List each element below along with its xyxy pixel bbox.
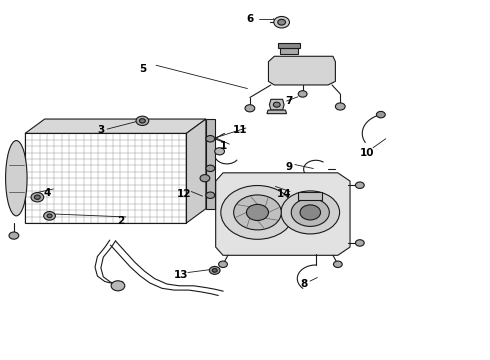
Circle shape xyxy=(206,135,215,142)
Text: 7: 7 xyxy=(285,96,293,106)
Text: 1: 1 xyxy=(220,141,227,151)
Circle shape xyxy=(246,204,269,220)
Circle shape xyxy=(300,205,320,220)
Circle shape xyxy=(274,17,290,28)
Text: 9: 9 xyxy=(285,162,293,172)
Text: 6: 6 xyxy=(246,14,253,24)
Circle shape xyxy=(291,198,329,226)
Circle shape xyxy=(278,19,286,25)
Bar xyxy=(25,134,186,223)
Circle shape xyxy=(298,91,307,97)
Text: 2: 2 xyxy=(117,216,124,226)
Circle shape xyxy=(212,269,217,272)
Circle shape xyxy=(355,182,364,188)
Circle shape xyxy=(335,103,345,110)
Bar xyxy=(278,43,300,48)
Circle shape xyxy=(333,261,342,267)
Bar xyxy=(206,119,215,209)
Circle shape xyxy=(245,105,255,112)
Circle shape xyxy=(234,195,281,230)
Polygon shape xyxy=(216,173,350,255)
Text: 11: 11 xyxy=(233,125,247,135)
Circle shape xyxy=(209,266,220,274)
Text: 12: 12 xyxy=(177,189,191,199)
Circle shape xyxy=(206,165,215,172)
Circle shape xyxy=(44,212,55,220)
Circle shape xyxy=(206,192,215,198)
Text: 4: 4 xyxy=(44,188,51,198)
Polygon shape xyxy=(270,99,284,110)
Circle shape xyxy=(31,193,44,202)
Text: 3: 3 xyxy=(97,125,104,135)
Bar xyxy=(280,48,298,54)
Circle shape xyxy=(221,185,294,239)
Text: 14: 14 xyxy=(277,189,292,199)
Bar xyxy=(298,192,322,199)
Circle shape xyxy=(9,232,19,239)
Circle shape xyxy=(281,191,340,234)
Circle shape xyxy=(219,261,227,267)
Circle shape xyxy=(34,195,40,199)
Ellipse shape xyxy=(5,140,27,216)
Circle shape xyxy=(47,214,52,218)
Circle shape xyxy=(140,119,146,123)
Polygon shape xyxy=(186,119,206,223)
Circle shape xyxy=(200,175,210,182)
Text: 5: 5 xyxy=(139,64,146,74)
Circle shape xyxy=(215,148,224,155)
Circle shape xyxy=(376,111,385,118)
Circle shape xyxy=(355,240,364,246)
Polygon shape xyxy=(269,56,335,85)
Circle shape xyxy=(111,281,125,291)
Polygon shape xyxy=(267,110,287,114)
Polygon shape xyxy=(25,119,206,134)
Circle shape xyxy=(136,116,149,126)
Circle shape xyxy=(273,102,280,107)
Text: 8: 8 xyxy=(300,279,307,289)
Text: 13: 13 xyxy=(174,270,189,280)
Text: 10: 10 xyxy=(360,148,374,158)
